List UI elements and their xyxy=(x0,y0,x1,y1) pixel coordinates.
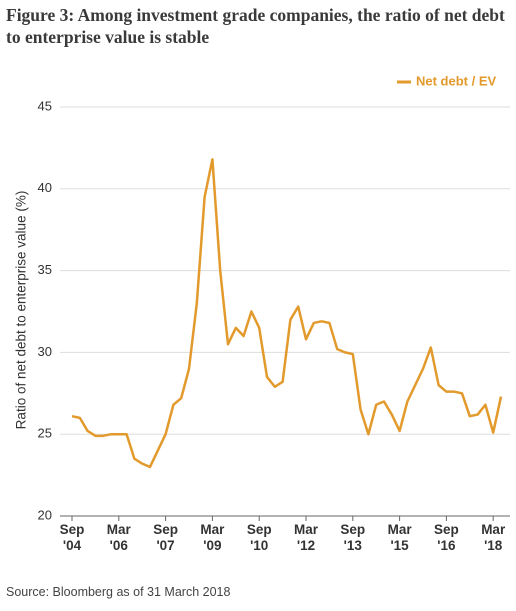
legend-label: Net debt / EV xyxy=(416,73,497,88)
x-tick-label: Mar '09 xyxy=(200,522,225,553)
y-tick-label: 25 xyxy=(38,426,52,441)
y-axis-label: Ratio of net debt to enterprise value (%… xyxy=(14,191,29,430)
x-tick-label: Sep '16 xyxy=(434,522,459,553)
y-tick-label: 35 xyxy=(38,262,52,277)
x-tick-label: Mar '18 xyxy=(481,522,506,553)
x-tick-label: Sep '13 xyxy=(340,522,365,553)
chart-title: Figure 3: Among investment grade compani… xyxy=(6,5,505,47)
x-tick-label: Sep '04 xyxy=(60,522,85,553)
x-tick-label: Mar '06 xyxy=(107,522,132,553)
x-tick-label: Sep '07 xyxy=(153,522,178,553)
x-tick-label: Sep '10 xyxy=(247,522,272,553)
y-tick-label: 45 xyxy=(38,98,52,113)
y-tick-label: 30 xyxy=(38,344,52,359)
data-line xyxy=(71,158,503,469)
y-tick-label: 40 xyxy=(38,180,52,195)
x-tick-label: Mar '12 xyxy=(294,522,319,553)
x-tick-label: Mar '15 xyxy=(388,522,413,553)
source-note: Source: Bloomberg as of 31 March 2018 xyxy=(6,585,231,599)
y-tick-label: 20 xyxy=(38,507,52,522)
